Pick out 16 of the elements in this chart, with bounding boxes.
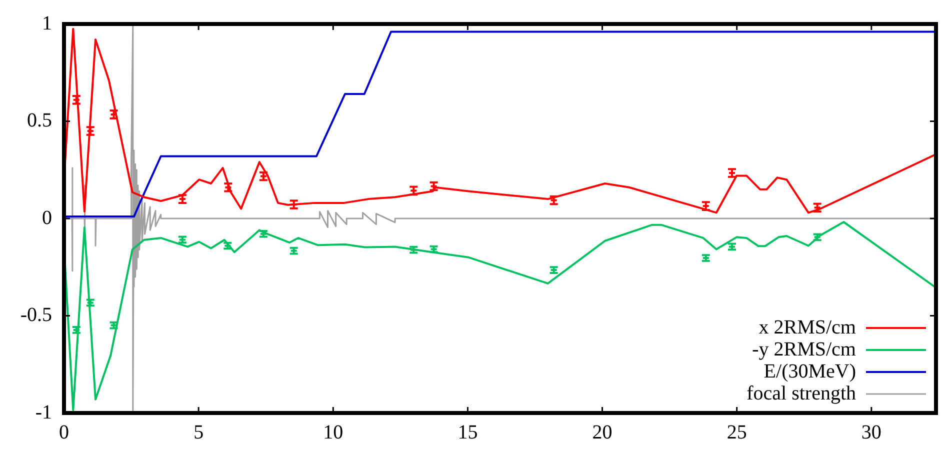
x-tick-label: 20 [592, 421, 612, 444]
y-tick-label: 0 [42, 206, 52, 229]
x-tick-label: 0 [59, 421, 69, 444]
legend-label: -y 2RMS/cm [752, 338, 856, 360]
legend-label: focal strength [746, 382, 856, 404]
y-tick-label: -1 [35, 401, 52, 424]
x-tick-label: 10 [323, 421, 344, 444]
x-tick-label: 30 [861, 421, 882, 444]
legend-label: E/(30MeV) [764, 360, 856, 382]
y-tick-label: 1 [42, 12, 52, 34]
x-tick-label: 5 [194, 421, 204, 444]
y-tick-label: -0.5 [20, 304, 52, 326]
x-tick-label: 25 [726, 421, 747, 444]
y-tick-label: 0.5 [27, 110, 52, 132]
x-tick-label: 15 [458, 421, 478, 444]
legend-label: x 2RMS/cm [758, 316, 856, 338]
